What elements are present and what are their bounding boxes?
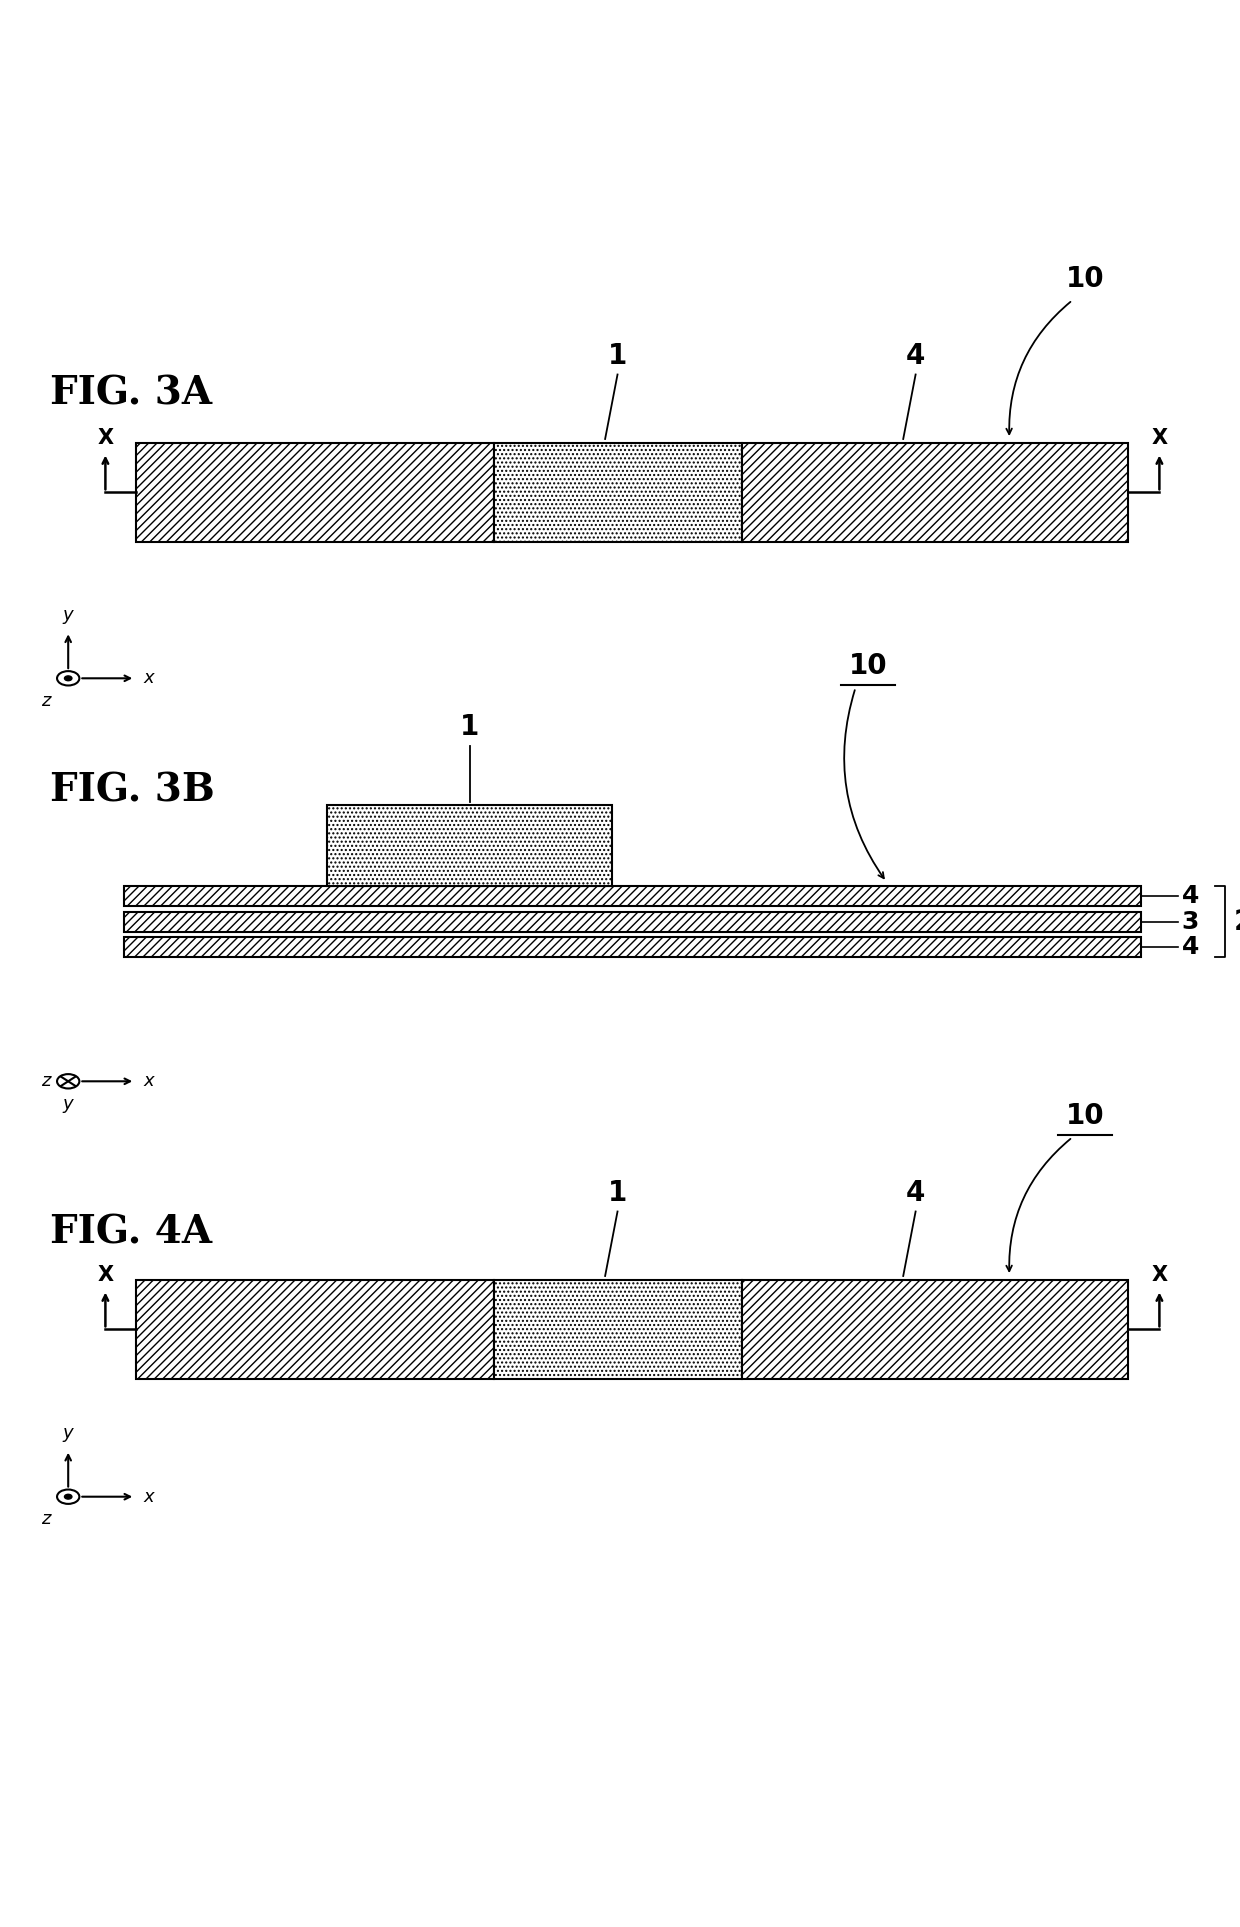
Text: z: z bbox=[41, 1511, 51, 1528]
Text: FIG. 3B: FIG. 3B bbox=[50, 771, 215, 809]
Text: X: X bbox=[97, 1264, 114, 1285]
Text: FIG. 3A: FIG. 3A bbox=[50, 374, 212, 412]
Text: 1: 1 bbox=[608, 341, 627, 370]
Text: x: x bbox=[144, 1488, 155, 1505]
Bar bbox=[742, 1280, 1128, 1380]
Text: 1: 1 bbox=[608, 1179, 627, 1206]
Bar bbox=[327, 805, 613, 886]
Bar bbox=[494, 1280, 742, 1380]
Bar bbox=[124, 886, 1141, 906]
Text: 3: 3 bbox=[1182, 910, 1199, 933]
Bar bbox=[136, 443, 494, 541]
Text: x: x bbox=[144, 669, 155, 688]
Text: FIG. 4A: FIG. 4A bbox=[50, 1214, 212, 1253]
Text: 10: 10 bbox=[1065, 264, 1105, 293]
Text: X: X bbox=[1151, 428, 1168, 447]
Text: y: y bbox=[63, 1095, 73, 1112]
Ellipse shape bbox=[64, 676, 72, 680]
Text: y: y bbox=[63, 1424, 73, 1443]
Bar bbox=[742, 443, 1128, 541]
Ellipse shape bbox=[64, 1493, 72, 1499]
Text: z: z bbox=[41, 692, 51, 709]
Bar bbox=[124, 911, 1141, 931]
Bar bbox=[124, 937, 1141, 958]
Text: 4: 4 bbox=[906, 341, 925, 370]
Text: X: X bbox=[97, 428, 114, 447]
Text: 1: 1 bbox=[460, 713, 480, 740]
Bar bbox=[136, 1280, 494, 1380]
Bar bbox=[494, 443, 742, 541]
Text: 4: 4 bbox=[1182, 935, 1199, 960]
Text: 10: 10 bbox=[1065, 1102, 1105, 1129]
Text: 4: 4 bbox=[906, 1179, 925, 1206]
Text: 10: 10 bbox=[848, 651, 888, 680]
Text: X: X bbox=[1151, 1264, 1168, 1285]
Text: y: y bbox=[63, 605, 73, 624]
Text: 4: 4 bbox=[1182, 884, 1199, 908]
Text: x: x bbox=[144, 1071, 155, 1091]
Text: 2: 2 bbox=[1234, 908, 1240, 937]
Text: z: z bbox=[41, 1071, 51, 1091]
